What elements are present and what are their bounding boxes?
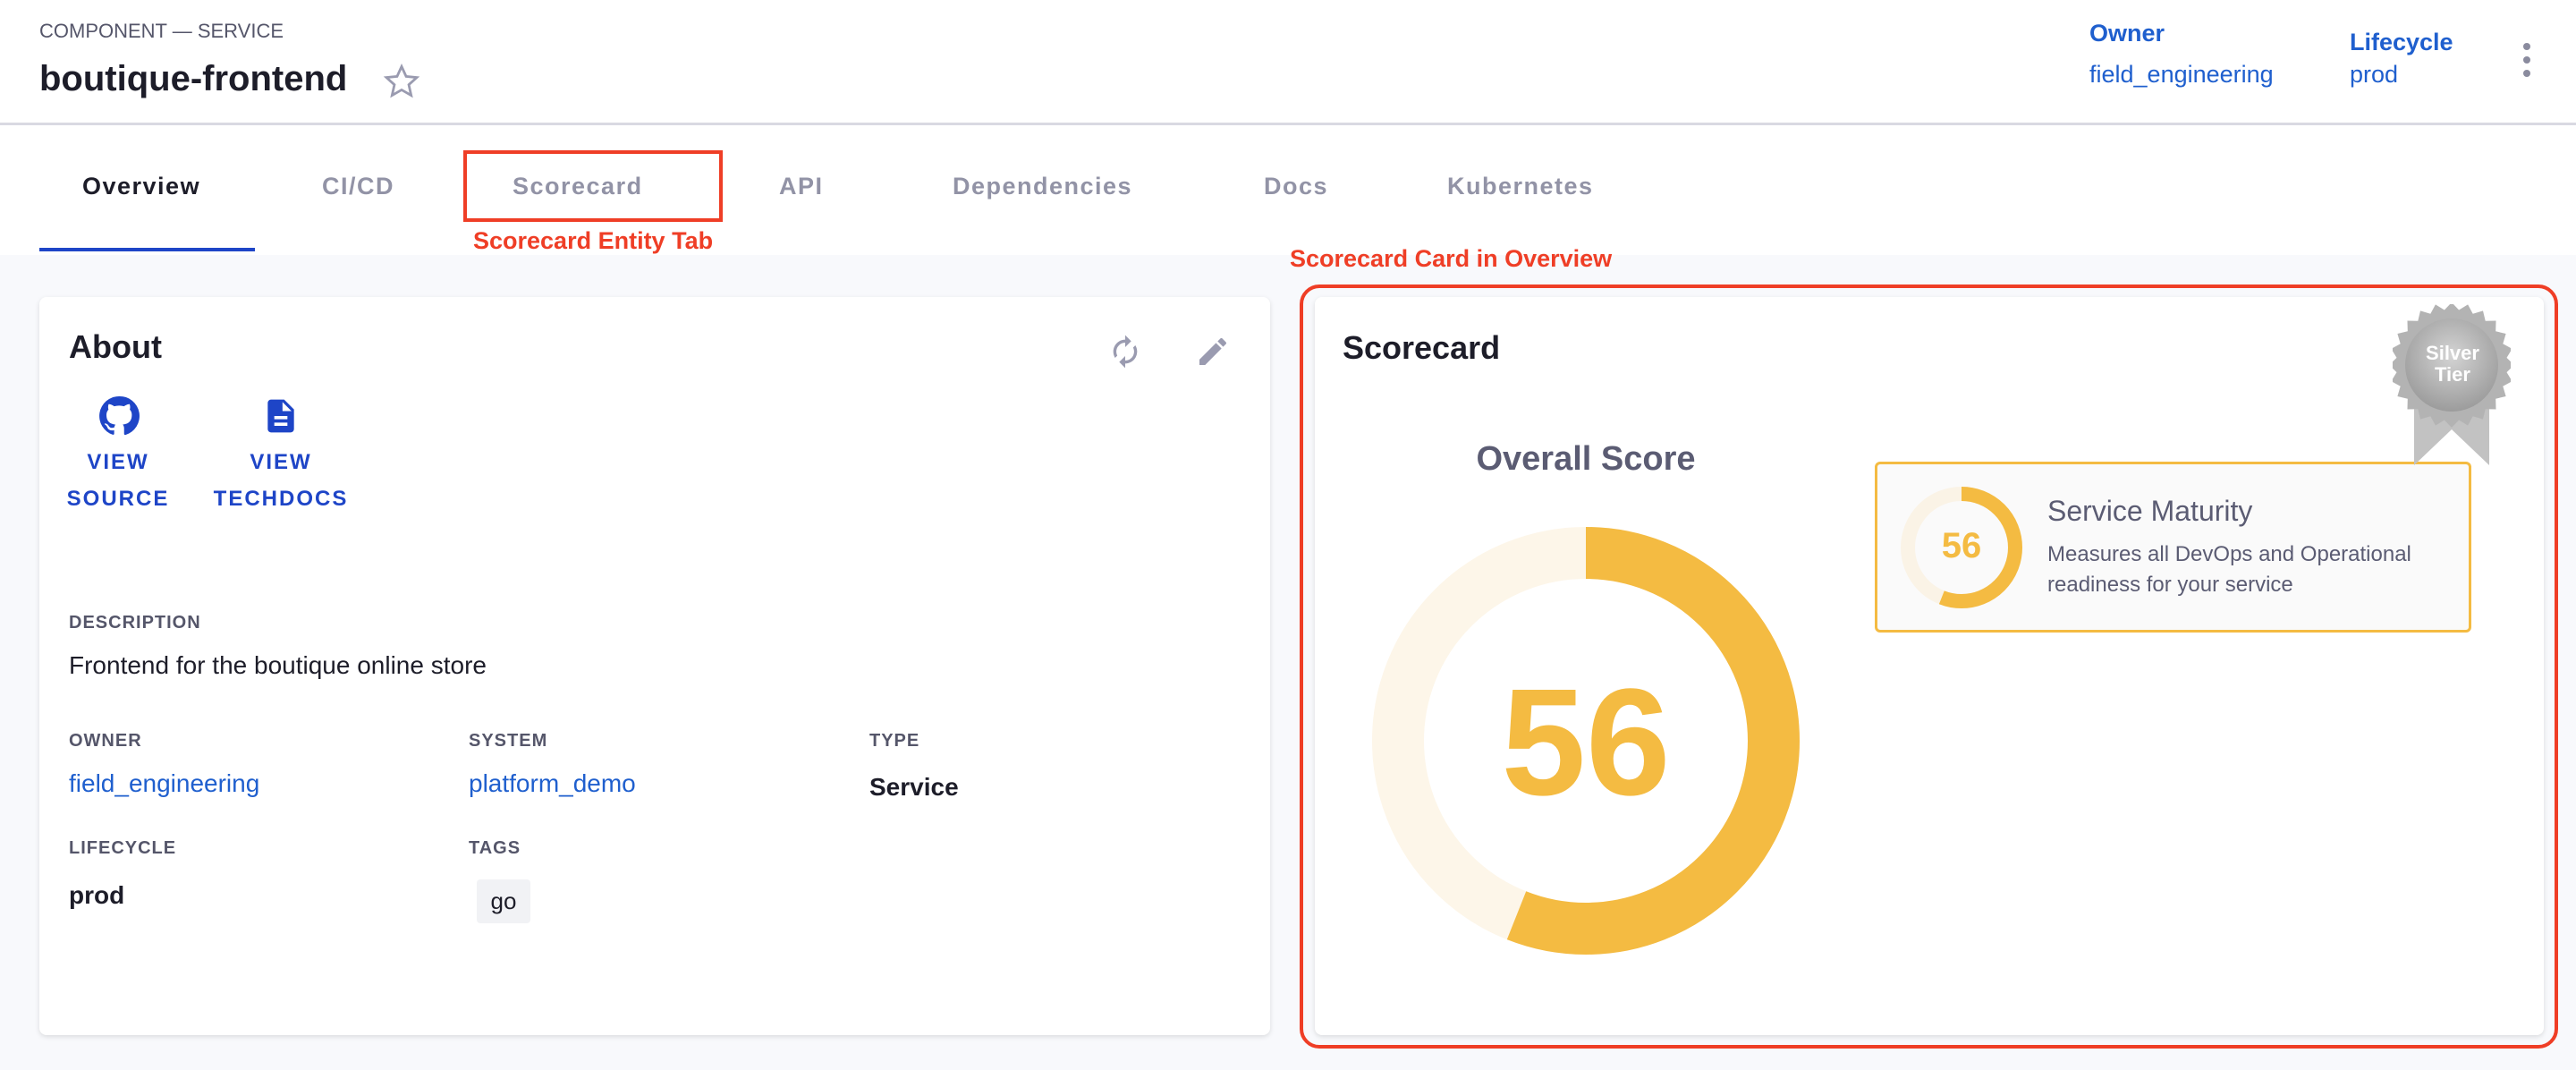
active-tab-indicator [39, 248, 255, 251]
overall-score-label: Overall Score [1476, 440, 1696, 478]
lifecycle-field-value: prod [69, 881, 125, 909]
view-techdocs-line2: TECHDOCS [213, 487, 349, 511]
annotation-label-card: Scorecard Card in Overview [1290, 245, 1613, 272]
view-techdocs-link[interactable]: VIEW TECHDOCS [209, 444, 352, 517]
annotation-box-tab [463, 150, 723, 222]
refresh-icon[interactable] [1107, 334, 1143, 369]
tab-api[interactable]: API [779, 173, 824, 200]
system-link[interactable]: platform_demo [469, 769, 636, 797]
edit-icon[interactable] [1195, 334, 1231, 369]
donut-progress [1372, 527, 1800, 955]
document-icon[interactable] [261, 395, 301, 437]
badge-line1: Silver [2426, 342, 2479, 364]
tab-overview[interactable]: Overview [82, 173, 201, 200]
tag-chip: go [477, 879, 530, 923]
github-icon[interactable] [98, 395, 140, 437]
tags-label: TAGS [469, 838, 521, 858]
view-techdocs-line1: VIEW [250, 450, 312, 474]
system-label: SYSTEM [469, 731, 548, 751]
description-label: DESCRIPTION [69, 613, 201, 633]
type-value: Service [869, 773, 959, 801]
lifecycle-value: prod [2350, 61, 2399, 88]
check-name: Service Maturity [2047, 495, 2253, 527]
annotation-label-tab: Scorecard Entity Tab [473, 227, 714, 254]
page-title: boutique-frontend [39, 59, 348, 98]
about-title: About [69, 328, 162, 365]
badge-text: Silver Tier [2406, 343, 2499, 386]
overall-score-donut [1372, 527, 1800, 955]
description-text: Frontend for the boutique online store [69, 651, 487, 679]
about-card [39, 297, 1270, 1035]
owner-label: Owner [2089, 20, 2165, 47]
tab-bar [0, 125, 2576, 255]
tab-kubernetes[interactable]: Kubernetes [1447, 173, 1594, 200]
owner-field-link[interactable]: field_engineering [69, 769, 260, 797]
entity-kind: COMPONENT — SERVICE [39, 20, 284, 42]
lifecycle-label: Lifecycle [2350, 29, 2453, 55]
tab-cicd[interactable]: CI/CD [322, 173, 394, 200]
small-donut-progress [1901, 487, 2022, 608]
lifecycle-field-label: LIFECYCLE [69, 838, 177, 858]
view-source-link[interactable]: VIEW SOURCE [55, 444, 181, 517]
tab-scorecard[interactable]: Scorecard [513, 173, 643, 200]
scorecard-title: Scorecard [1343, 329, 1501, 366]
owner-link[interactable]: field_engineering [2089, 61, 2274, 88]
view-source-line2: SOURCE [66, 487, 170, 511]
entity-header [0, 0, 2576, 125]
annotation-box-card [1300, 284, 2558, 1049]
badge-line2: Tier [2435, 363, 2470, 386]
view-source-line1: VIEW [87, 450, 149, 474]
silver-tier-badge-icon [2393, 304, 2511, 465]
owner-field-label: OWNER [69, 731, 142, 751]
more-options-icon[interactable] [2518, 41, 2536, 79]
star-icon[interactable] [383, 63, 420, 100]
type-label: TYPE [869, 731, 920, 751]
tab-docs[interactable]: Docs [1264, 173, 1329, 200]
check-score-donut [1901, 487, 2022, 608]
tab-dependencies[interactable]: Dependencies [953, 173, 1133, 200]
check-description-line2: readiness for your service [2047, 573, 2293, 597]
overall-score-value: 56 [1501, 658, 1671, 828]
check-score-value: 56 [1941, 526, 1982, 565]
check-description-line1: Measures all DevOps and Operational [2047, 542, 2411, 566]
